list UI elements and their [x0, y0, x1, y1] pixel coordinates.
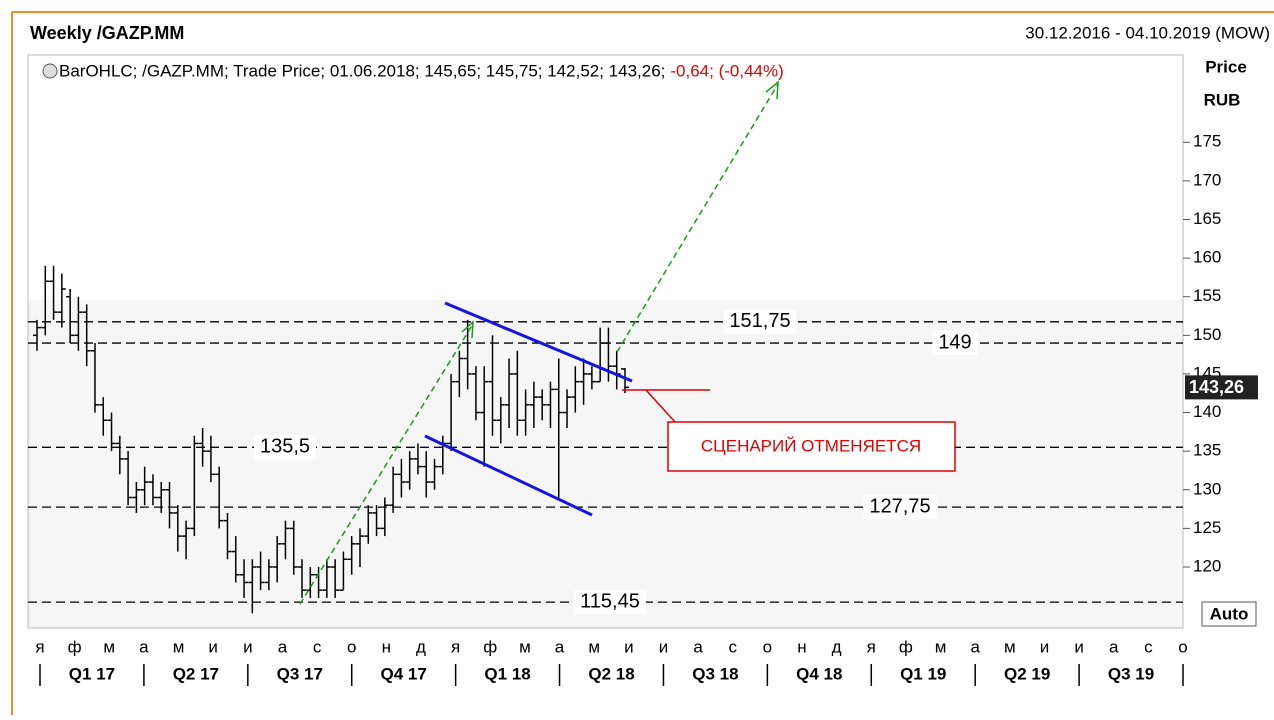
month-label: и [659, 637, 669, 656]
level-label-bg [253, 435, 317, 460]
month-label: а [1109, 637, 1119, 656]
y-tick-label: 120 [1193, 556, 1221, 575]
month-label: м [588, 637, 600, 656]
y-tick-label: 155 [1193, 286, 1221, 305]
month-label: а [693, 637, 703, 656]
level-label-bg [863, 495, 937, 520]
month-label: я [451, 637, 460, 656]
month-label: д [416, 637, 426, 656]
level-label: 127,75 [869, 495, 930, 517]
month-label: ф [68, 637, 82, 656]
legend-text: BarOHLC; /GAZP.MM; Trade Price; 01.06.20… [59, 61, 665, 80]
month-label: м [103, 637, 115, 656]
quarter-label: Q3 19 [1108, 664, 1154, 683]
month-label: н [797, 637, 806, 656]
month-label: а [278, 637, 288, 656]
month-label: а [555, 637, 565, 656]
level-label-bg [574, 590, 646, 615]
pointer-d [645, 389, 676, 423]
quarter-label: Q4 18 [796, 664, 842, 683]
arrow-1 [299, 323, 474, 605]
y-tick-label: 125 [1193, 518, 1221, 537]
last-price-box [1185, 375, 1258, 400]
month-label: я [867, 637, 876, 656]
month-label: о [1178, 637, 1187, 656]
month-label: а [970, 637, 980, 656]
month-label: и [1074, 637, 1084, 656]
auto-label[interactable]: Auto [1210, 604, 1249, 623]
level-label-bg [932, 331, 978, 356]
level-label: 115,45 [580, 590, 640, 612]
level-label: 149 [938, 331, 971, 353]
plot-border [27, 54, 1184, 629]
annotation-box [667, 421, 956, 472]
month-label: о [763, 637, 772, 656]
channel-top [444, 301, 633, 383]
y-tick-label: 135 [1193, 441, 1221, 460]
month-label: м [519, 637, 531, 656]
chart-title: Weekly /GAZP.MM [30, 23, 184, 43]
y-tick-label: 140 [1193, 402, 1221, 421]
quarter-label: Q4 17 [381, 664, 427, 683]
quarter-label: Q3 18 [692, 664, 738, 683]
quarter-label: Q1 18 [484, 664, 530, 683]
month-label: ф [899, 637, 913, 656]
month-label: м [1004, 637, 1016, 656]
month-label: и [208, 637, 218, 656]
month-label: ф [483, 637, 497, 656]
month-label: с [1144, 637, 1153, 656]
month-label: о [347, 637, 356, 656]
legend-icon [42, 63, 58, 79]
quarter-label: Q2 19 [1004, 664, 1050, 683]
y-tick-label: 150 [1193, 325, 1221, 344]
month-label: с [728, 637, 737, 656]
date-range: 30.12.2016 - 04.10.2019 (MOW) [1025, 23, 1270, 42]
legend-change: -0,64; (-0,44%) [670, 61, 783, 80]
y-tick-label: 170 [1193, 170, 1221, 189]
quarter-label: Q2 17 [173, 664, 219, 683]
month-label: я [35, 637, 44, 656]
level-label: 135,5 [260, 436, 310, 458]
month-label: д [832, 637, 842, 656]
month-label: и [243, 637, 253, 656]
month-label: н [382, 637, 391, 656]
quarter-label: Q2 18 [588, 664, 634, 683]
quarter-label: Q1 17 [69, 664, 115, 683]
annotation-text: СЦЕНАРИЙ ОТМЕНЯЕТСЯ [701, 436, 921, 455]
y-axis-unit: RUB [1204, 90, 1241, 109]
quarter-label: Q1 19 [900, 664, 946, 683]
y-tick-label: 160 [1193, 248, 1221, 267]
month-label: м [935, 637, 947, 656]
quarter-label: Q3 17 [277, 664, 323, 683]
y-tick-label: 130 [1193, 479, 1221, 498]
month-label: с [313, 637, 322, 656]
annotations: СЦЕНАРИЙ ОТМЕНЯЕТСЯ [299, 80, 956, 605]
arrow-2-head [765, 80, 779, 100]
y-axis-title: Price [1205, 57, 1247, 76]
level-label-bg [723, 309, 797, 334]
y-tick-label: 175 [1193, 132, 1221, 151]
month-label: и [624, 637, 634, 656]
plot-shade [28, 300, 1183, 628]
auto-box[interactable] [1201, 601, 1257, 627]
y-tick-label: 165 [1193, 209, 1221, 228]
month-label: а [139, 637, 149, 656]
month-label: м [173, 637, 185, 656]
arrow-2 [616, 83, 779, 353]
arrow-1-head [461, 320, 474, 339]
last-price-label: 143,26 [1189, 377, 1244, 397]
month-label: и [1040, 637, 1050, 656]
level-label: 151,75 [729, 310, 790, 332]
channel-bottom [424, 434, 593, 517]
